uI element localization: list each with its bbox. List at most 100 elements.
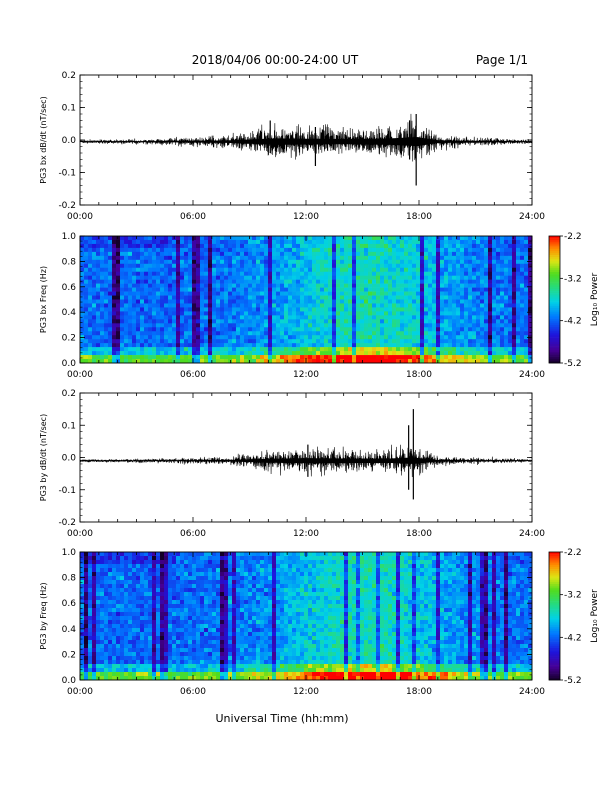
spectrogram-cell [392, 339, 397, 344]
spectrogram-cell [160, 648, 165, 653]
spectrogram-cell [508, 271, 513, 276]
spectrogram-cell [464, 335, 469, 340]
spectrogram-cell [528, 339, 533, 344]
spectrogram-cell [156, 628, 161, 633]
spectrogram-cell [100, 676, 105, 681]
spectrogram-cell [320, 355, 325, 360]
spectrogram-cell [100, 311, 105, 316]
spectrogram-cell [84, 263, 89, 269]
spectrogram-cell [104, 648, 109, 653]
spectrogram-cell [432, 283, 437, 288]
spectrogram-cell [464, 279, 469, 284]
y-tick-label: 0.4 [62, 308, 77, 318]
spectrogram-cell [512, 303, 517, 308]
spectrogram-cell [116, 267, 121, 273]
spectrogram-cell [164, 612, 169, 617]
spectrogram-cell [152, 359, 157, 364]
spectrogram-cell [328, 279, 333, 284]
spectrogram-cell [404, 311, 409, 316]
spectrogram-cell [384, 263, 389, 269]
spectrogram-cell [196, 311, 201, 316]
spectrogram-cell [120, 263, 125, 269]
spectrogram-cell [212, 251, 217, 257]
spectrogram-cell [276, 283, 281, 288]
spectrogram-cell [132, 359, 137, 364]
spectrogram-cell [380, 291, 385, 296]
spectrogram-cell [304, 323, 309, 328]
spectrogram-cell [264, 351, 269, 356]
spectrogram-cell [184, 291, 189, 296]
spectrogram-cell [228, 279, 233, 284]
spectrogram-cell [372, 327, 377, 332]
spectrogram-cell [296, 275, 301, 280]
spectrogram-cell [84, 343, 89, 348]
spectrogram-cell [156, 640, 161, 645]
spectrogram-cell [292, 327, 297, 332]
spectrogram-cell [268, 239, 273, 245]
spectrogram-cell [312, 251, 317, 257]
spectrogram-cell [528, 239, 533, 245]
spectrogram-cell [344, 307, 349, 312]
spectrogram-cell [524, 347, 529, 352]
spectrogram-cell [372, 287, 377, 292]
spectrogram-cell [100, 299, 105, 304]
spectrogram-cell [132, 632, 137, 637]
spectrogram-cell [140, 247, 145, 253]
spectrogram-cell [240, 339, 245, 344]
spectrogram-cell [192, 279, 197, 284]
spectrogram-cell [268, 243, 273, 249]
spectrogram-cell [432, 239, 437, 245]
spectrogram-cell [140, 359, 145, 364]
spectrogram-cell [284, 327, 289, 332]
spectrogram-cell [380, 295, 385, 300]
spectrogram-cell [212, 303, 217, 308]
spectrogram-cell [480, 315, 485, 320]
spectrogram-cell [408, 319, 413, 324]
spectrogram-cell [496, 331, 501, 336]
spectrogram-cell [84, 660, 89, 665]
spectrogram-cell [100, 355, 105, 360]
spectrogram-cell [136, 251, 141, 257]
spectrogram-cell [452, 243, 457, 249]
spectrogram-cell [484, 331, 489, 336]
spectrogram-cell [480, 279, 485, 284]
spectrogram-cell [160, 584, 165, 589]
spectrogram-cell [188, 664, 193, 669]
spectrogram-cell [512, 236, 517, 241]
spectrogram-cell [184, 259, 189, 265]
spectrogram-cell [116, 628, 121, 633]
spectrogram-cell [144, 355, 149, 360]
spectrogram-cell [220, 283, 225, 288]
spectrogram-cell [340, 323, 345, 328]
spectrogram-cell [136, 568, 141, 573]
spectrogram-cell [292, 339, 297, 344]
spectrogram-cell [244, 351, 249, 356]
spectrogram-cell [444, 267, 449, 273]
spectrogram-cell [152, 552, 157, 557]
spectrogram-cell [324, 351, 329, 356]
spectrogram-cell [140, 243, 145, 249]
spectrogram-cell [116, 560, 121, 565]
spectrogram-cell [132, 588, 137, 593]
spectrogram-cell [156, 311, 161, 316]
spectrogram-cell [300, 335, 305, 340]
spectrogram-cell [160, 552, 165, 557]
spectrogram-cell [256, 243, 261, 249]
spectrogram-cell [412, 355, 417, 360]
spectrogram-cell [200, 283, 205, 288]
spectrogram-cell [132, 616, 137, 621]
spectrogram-cell [96, 327, 101, 332]
spectrogram-cell [160, 239, 165, 245]
spectrogram-cell [180, 275, 185, 280]
spectrogram-cell [144, 331, 149, 336]
spectrogram-cell [488, 251, 493, 257]
spectrogram-cell [228, 251, 233, 257]
spectrogram-cell [496, 275, 501, 280]
spectrogram-cell [520, 279, 525, 284]
spectrogram-cell [288, 243, 293, 249]
spectrogram-cell [428, 267, 433, 273]
spectrogram-cell [176, 640, 181, 645]
spectrogram-cell [140, 576, 145, 581]
spectrogram-cell [244, 263, 249, 269]
spectrogram-cell [120, 247, 125, 253]
